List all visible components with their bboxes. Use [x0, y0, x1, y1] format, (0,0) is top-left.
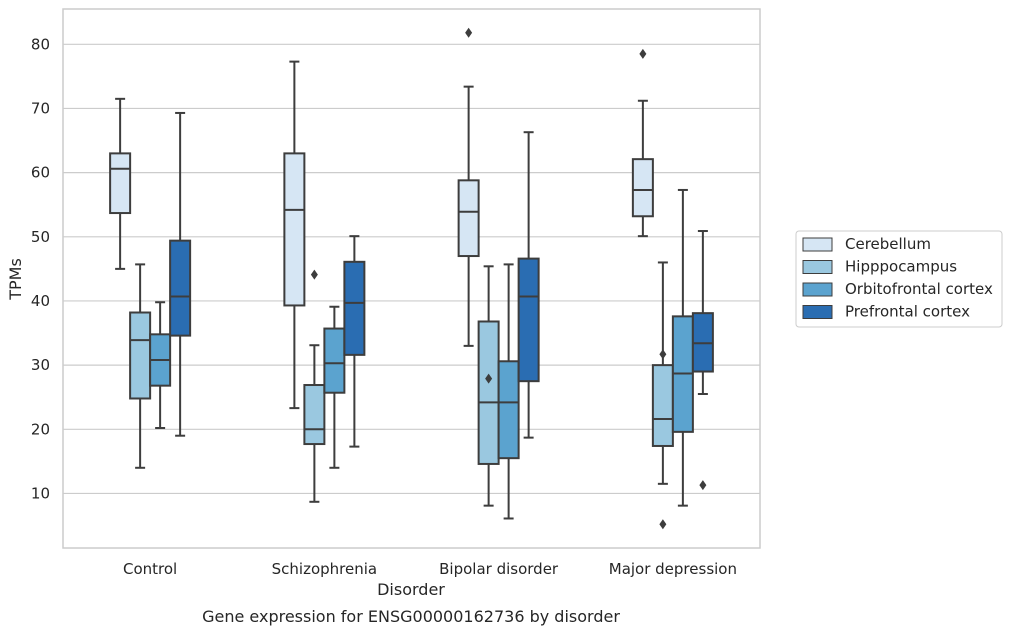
x-axis-label: Disorder — [377, 580, 445, 599]
box — [497, 360, 520, 460]
legend: Cerebellum Hipppocampus Orbitofrontal cort… — [795, 230, 1003, 328]
legend-frame — [795, 230, 1003, 328]
box — [477, 320, 500, 465]
box-group — [283, 60, 306, 410]
box-group — [477, 265, 500, 507]
outlier-point — [465, 27, 473, 38]
box-group — [149, 301, 172, 430]
box-group — [129, 263, 152, 469]
x-tick-label: Schizophrenia — [272, 560, 377, 578]
x-tick-labels: Control Schizophrenia Bipolar disorder Majo… — [123, 560, 737, 578]
box-group — [497, 263, 520, 520]
box-group — [169, 111, 192, 437]
outlier-point — [659, 519, 667, 530]
box — [651, 364, 674, 447]
legend-swatch — [802, 237, 833, 252]
outlier-point — [699, 480, 707, 491]
box-group — [303, 269, 326, 503]
x-tick-label: Bipolar disorder — [439, 560, 559, 578]
box-groups — [109, 27, 714, 530]
box-group — [651, 261, 674, 530]
y-tick-label: 20 — [31, 420, 50, 438]
y-tick-label: 30 — [31, 356, 50, 374]
x-tick-label: Control — [123, 560, 177, 578]
legend-label: Cerebellum — [845, 235, 931, 253]
box — [631, 158, 654, 218]
box — [303, 384, 326, 446]
y-tick-label: 40 — [31, 292, 50, 310]
x-tick-label: Major depression — [609, 560, 737, 578]
outlier-point — [659, 349, 667, 360]
box-group — [671, 188, 694, 507]
y-axis-label: TPMs — [6, 258, 25, 301]
legend-swatch — [802, 305, 833, 319]
y-tick-label: 10 — [31, 484, 50, 502]
box-group — [691, 230, 714, 491]
y-tick-label: 70 — [31, 99, 50, 117]
outlier-point — [310, 269, 318, 280]
plot-frame — [62, 8, 761, 549]
legend-label: Prefrontal cortex — [845, 303, 970, 321]
legend-label: Orbitofrontal cortex — [845, 280, 993, 298]
box-group — [457, 27, 480, 347]
box-group — [631, 48, 654, 238]
box-group — [323, 305, 346, 469]
box — [169, 239, 192, 337]
box-group — [343, 235, 366, 448]
box — [323, 327, 346, 394]
box — [109, 152, 132, 215]
box — [283, 152, 306, 307]
y-tick-label: 50 — [31, 228, 50, 246]
y-tick-label: 60 — [31, 164, 50, 182]
y-tick-labels: 10 20 30 40 50 60 70 80 — [31, 35, 50, 502]
outlier-point — [639, 48, 647, 59]
y-tick-label: 80 — [31, 35, 50, 53]
box-group — [109, 97, 132, 270]
box — [457, 179, 480, 258]
chart-caption: Gene expression for ENSG00000162736 by d… — [202, 607, 620, 626]
box — [343, 260, 366, 356]
legend-swatch — [802, 260, 833, 274]
legend-label: Hipppocampus — [845, 258, 957, 276]
legend-swatch — [802, 282, 833, 297]
box-group — [517, 131, 540, 439]
outlier-point — [485, 373, 493, 384]
box — [129, 311, 152, 400]
box — [517, 257, 540, 383]
